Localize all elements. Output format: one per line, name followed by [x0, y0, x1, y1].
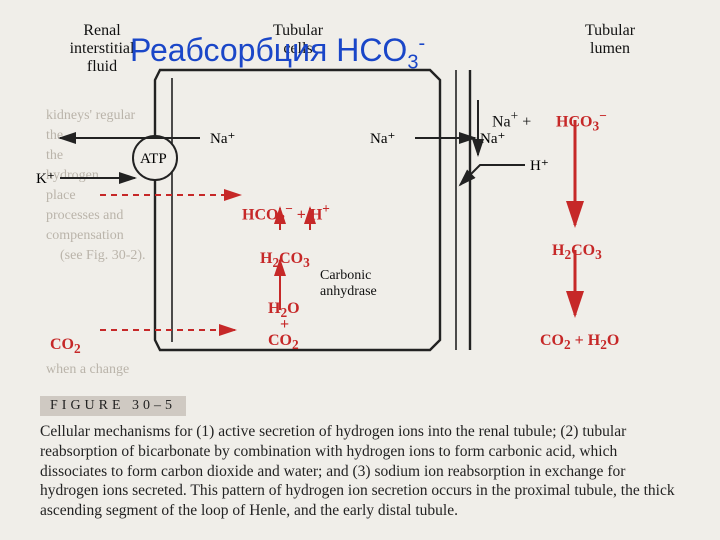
figure-bar: FIGURE 30–5 [40, 396, 186, 416]
chem-label: HCO3− [556, 108, 607, 135]
svg-text:Na⁺: Na⁺ [210, 131, 235, 147]
chem-label: HCO3− + H+ [242, 201, 330, 228]
chem-label: CO2 + H2O [540, 332, 619, 353]
chem-label: CO2 [50, 336, 81, 357]
svg-text:Na⁺: Na⁺ [480, 131, 505, 147]
chem-label: H2CO3 [260, 250, 310, 271]
svg-text:ATP: ATP [140, 151, 167, 167]
chem-label: CO2 [268, 332, 299, 353]
figure-caption: Cellular mechanisms for (1) active secre… [40, 422, 680, 521]
svg-text:K⁺: K⁺ [36, 171, 55, 187]
svg-text:H⁺: H⁺ [530, 158, 549, 174]
svg-text:Na⁺: Na⁺ [370, 131, 395, 147]
chem-label: Na+ + [492, 108, 531, 131]
chem-label: H2CO3 [552, 242, 602, 263]
chem-label: Carbonic [320, 268, 371, 284]
chem-label: anhydrase [320, 284, 377, 300]
